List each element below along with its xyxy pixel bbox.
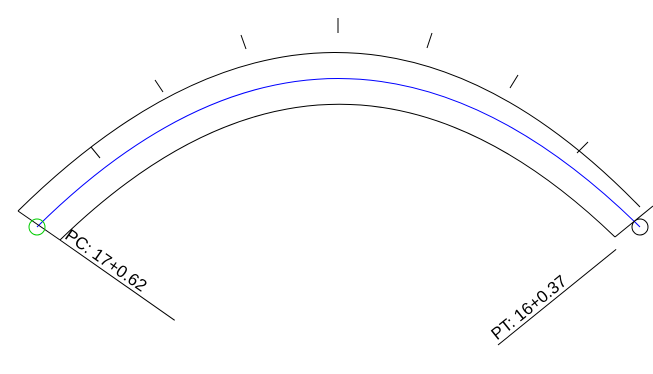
pc-label-underline — [59, 239, 175, 321]
station-tick — [426, 32, 433, 49]
pt-marker — [631, 218, 649, 236]
inner-edge-line — [59, 103, 616, 241]
pc-marker — [28, 218, 46, 236]
station-tick — [154, 79, 164, 93]
outer-edge-line — [17, 52, 641, 212]
station-tick — [509, 74, 519, 89]
pc-label-group: PC: 17+0.62 — [59, 226, 175, 321]
station-tick — [240, 34, 247, 50]
centerline — [36, 78, 641, 228]
station-tick — [90, 146, 101, 159]
station-ticks — [90, 18, 589, 159]
pc-label: PC: 17+0.62 — [62, 226, 151, 296]
pt-label-underline — [497, 248, 617, 346]
pc-end-line — [17, 210, 61, 241]
pt-label: PT: 16+0.37 — [488, 272, 571, 344]
pt-label-group: PT: 16+0.37 — [488, 248, 617, 346]
station-tick — [576, 141, 589, 154]
